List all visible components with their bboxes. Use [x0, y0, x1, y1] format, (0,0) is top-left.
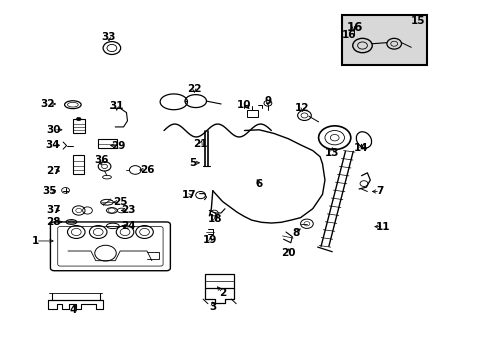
Text: 17: 17 [182, 190, 196, 201]
Text: 16: 16 [346, 22, 363, 35]
Text: 11: 11 [375, 222, 390, 231]
Text: 37: 37 [46, 206, 61, 216]
Text: 4: 4 [69, 305, 77, 315]
Bar [73, 119, 85, 133]
FancyBboxPatch shape [58, 226, 163, 266]
Text: 31: 31 [109, 102, 124, 112]
Text: 20: 20 [281, 248, 296, 258]
Text: 28: 28 [46, 217, 61, 227]
Text: 21: 21 [193, 139, 207, 149]
Text: 23: 23 [121, 206, 135, 216]
Text: 6: 6 [255, 179, 262, 189]
Text: 22: 22 [186, 84, 201, 94]
Text: 19: 19 [203, 235, 217, 245]
Text: 5: 5 [189, 158, 197, 168]
Text: 26: 26 [140, 165, 154, 175]
Text: 18: 18 [207, 215, 222, 224]
Text: 35: 35 [42, 186, 57, 196]
Text: 30: 30 [46, 125, 61, 135]
Bar [341, 15, 427, 65]
Text: 9: 9 [264, 96, 271, 106]
Text: 33: 33 [102, 32, 116, 41]
Text: 24: 24 [122, 221, 136, 231]
Text: 14: 14 [353, 143, 368, 153]
Bar [204, 274, 233, 288]
Bar [246, 111, 257, 117]
Bar [98, 139, 117, 148]
Text: 32: 32 [40, 99, 55, 109]
Text: 12: 12 [295, 103, 309, 113]
Text: 29: 29 [111, 140, 125, 150]
Text: 13: 13 [325, 148, 339, 158]
Text: 25: 25 [113, 197, 127, 207]
Text: 15: 15 [409, 17, 424, 27]
Bar [73, 155, 83, 174]
Text: 36: 36 [94, 155, 108, 165]
Text: 16: 16 [341, 30, 355, 40]
Text: 27: 27 [46, 166, 61, 176]
Text: 10: 10 [237, 100, 251, 110]
Text: 8: 8 [291, 228, 299, 238]
Text: 34: 34 [45, 140, 60, 150]
Text: 1: 1 [32, 236, 40, 246]
Text: 3: 3 [209, 302, 216, 312]
Circle shape [76, 117, 81, 121]
Text: 7: 7 [376, 186, 383, 197]
Text: 2: 2 [219, 288, 226, 298]
FancyBboxPatch shape [50, 222, 170, 271]
